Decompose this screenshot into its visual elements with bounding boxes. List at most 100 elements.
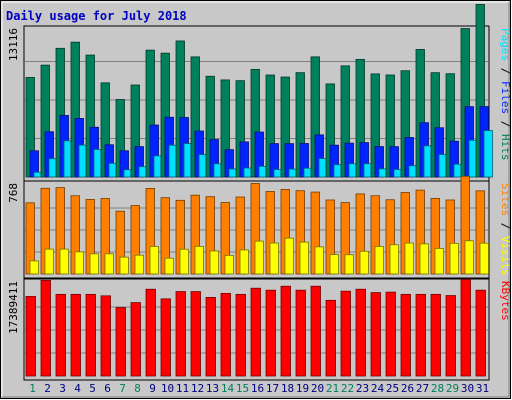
day-label-7: 7: [119, 382, 126, 395]
day-label-10: 10: [161, 382, 174, 395]
panel-2: 768 Sites / Visits: [7, 175, 512, 279]
bar-kbytes-day-12: [190, 291, 201, 377]
bar-kbytes-day-8: [130, 302, 141, 377]
bar-kbytes-day-26: [400, 293, 411, 377]
day-label-12: 12: [191, 382, 204, 395]
bar-visits-day-7: [119, 256, 129, 275]
day-label-22: 22: [341, 382, 354, 395]
bar-visits-day-26: [404, 242, 414, 275]
bar-visits-day-18: [284, 237, 294, 275]
bar-visits-day-19: [299, 241, 309, 275]
chart-panels: 13116 Pages / Files / Hits 768 Sites / Visi…: [7, 4, 512, 381]
bar-kbytes-day-17: [265, 289, 276, 377]
day-label-24: 24: [371, 382, 385, 395]
bar-visits-day-11: [179, 248, 189, 275]
day-label-20: 20: [311, 382, 324, 395]
chart-title: Daily usage for July 2018: [6, 9, 187, 23]
panel-max-label: 17389411: [7, 281, 20, 334]
bar-kbytes-day-19: [295, 289, 306, 377]
day-label-25: 25: [386, 382, 399, 395]
day-label-23: 23: [356, 382, 369, 395]
day-label-8: 8: [134, 382, 141, 395]
bar-kbytes-day-10: [160, 298, 171, 377]
bar-visits-day-25: [389, 244, 399, 275]
bar-visits-day-31: [479, 242, 489, 275]
bar-kbytes-day-9: [145, 288, 156, 377]
bar-kbytes-day-2: [40, 279, 51, 377]
bar-visits-day-22: [344, 254, 354, 275]
day-label-29: 29: [446, 382, 459, 395]
bar-kbytes-day-27: [415, 293, 426, 377]
legend-entry: /: [499, 114, 512, 134]
bar-visits-day-6: [104, 253, 114, 275]
bar-visits-day-3: [59, 248, 69, 275]
day-label-18: 18: [281, 382, 294, 395]
day-label-21: 21: [326, 382, 339, 395]
bar-kbytes-day-15: [235, 293, 246, 377]
day-label-31: 31: [476, 382, 489, 395]
bar-visits-day-8: [134, 254, 144, 275]
panel-legend: Sites / Visits: [499, 183, 512, 276]
day-label-3: 3: [59, 382, 66, 395]
bar-kbytes-day-1: [25, 296, 36, 377]
bar-kbytes-day-20: [310, 285, 321, 377]
bar-visits-day-23: [359, 250, 369, 275]
bar-kbytes-day-5: [85, 293, 96, 377]
legend-entry: /: [499, 61, 512, 81]
day-label-6: 6: [104, 382, 111, 395]
bar-visits-day-29: [449, 243, 459, 275]
day-label-27: 27: [416, 382, 429, 395]
bar-visits-day-17: [269, 242, 279, 275]
panel-max-label: 13116: [7, 28, 20, 61]
day-label-19: 19: [296, 382, 309, 395]
bar-visits-day-4: [74, 251, 84, 275]
panel-max-label: 768: [7, 183, 20, 203]
day-label-15: 15: [236, 382, 249, 395]
day-label-28: 28: [431, 382, 444, 395]
bar-visits-day-28: [434, 248, 444, 275]
bar-visits-day-9: [149, 246, 159, 275]
bar-visits-day-2: [44, 248, 54, 275]
bar-visits-day-16: [254, 240, 264, 275]
bar-kbytes-day-29: [445, 295, 456, 377]
bar-kbytes-day-25: [385, 291, 396, 377]
bar-visits-day-24: [374, 246, 384, 275]
bar-kbytes-day-21: [325, 299, 336, 377]
bar-kbytes-day-31: [475, 289, 486, 377]
day-label-14: 14: [221, 382, 235, 395]
bar-kbytes-day-4: [70, 293, 81, 377]
legend-entry: Sites: [499, 183, 512, 216]
day-label-5: 5: [89, 382, 96, 395]
bar-visits-day-27: [419, 243, 429, 275]
panel-1: 13116 Pages / Files / Hits: [7, 4, 512, 182]
day-label-11: 11: [176, 382, 189, 395]
legend-entry: Hits: [499, 134, 512, 161]
day-label-9: 9: [149, 382, 156, 395]
bar-visits-day-20: [314, 246, 324, 275]
bar-kbytes-day-3: [55, 293, 66, 377]
bar-visits-day-12: [194, 245, 204, 275]
bar-kbytes-day-16: [250, 287, 261, 377]
bar-kbytes-day-30: [460, 278, 471, 377]
bar-visits-day-15: [239, 249, 249, 275]
day-label-30: 30: [461, 382, 474, 395]
bar-visits-day-13: [209, 250, 219, 275]
day-axis-labels: 1 2 3 4 5 6 7 8 9 10 11 12 13 14 15 16 17 18 19 20 21 22 23 24 2…: [29, 382, 489, 395]
legend-entry: Files: [499, 81, 512, 114]
bar-visits-day-30: [464, 240, 474, 275]
bar-kbytes-day-13: [205, 297, 216, 377]
bar-pages-day-31: [483, 130, 493, 178]
bar-kbytes-day-7: [115, 307, 126, 377]
legend-entry: Visits: [499, 236, 512, 276]
bar-kbytes-day-24: [370, 292, 381, 377]
day-label-4: 4: [74, 382, 81, 395]
bar-visits-day-14: [224, 255, 234, 275]
panel-legend: KBytes: [499, 281, 512, 321]
legend-entry: KBytes: [499, 281, 512, 321]
panel-3: 17389411 KBytes: [7, 278, 512, 381]
bar-visits-day-5: [89, 253, 99, 275]
bar-kbytes-day-28: [430, 293, 441, 377]
bar-kbytes-day-18: [280, 285, 291, 377]
